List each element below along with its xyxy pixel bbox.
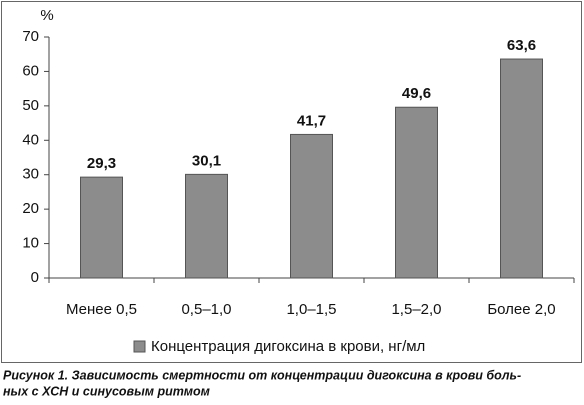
x-tick-label: 1,0–1,5 bbox=[286, 301, 336, 318]
y-tick-label: 40 bbox=[22, 131, 39, 148]
bar bbox=[500, 58, 543, 279]
y-tick-label: 20 bbox=[22, 200, 39, 217]
value-label: 30,1 bbox=[192, 152, 221, 169]
x-tick-label: 1,5–2,0 bbox=[391, 301, 441, 318]
value-label: 41,7 bbox=[297, 112, 326, 129]
caption-line: ных с ХСН и синусовым ритмом bbox=[3, 384, 210, 398]
y-tick-label: 30 bbox=[22, 166, 39, 183]
x-tick-label: Менее 0,5 bbox=[66, 301, 137, 318]
y-tick-label: 0 bbox=[31, 269, 39, 286]
caption-line: Рисунок 1. Зависимость смертности от кон… bbox=[3, 368, 521, 382]
y-axis-label: % bbox=[40, 7, 53, 24]
y-tick-label: 60 bbox=[22, 62, 39, 79]
bar bbox=[185, 173, 228, 279]
legend-label: Концентрация дигоксина в крови, нг/мл bbox=[151, 338, 425, 355]
value-label: 49,6 bbox=[402, 85, 431, 102]
y-tick-label: 70 bbox=[22, 28, 39, 45]
legend-swatch bbox=[133, 340, 146, 353]
y-tick-label: 10 bbox=[22, 235, 39, 252]
x-tick-label: 0,5–1,0 bbox=[181, 301, 231, 318]
bar bbox=[395, 106, 438, 279]
x-tick-label: Более 2,0 bbox=[487, 301, 555, 318]
y-tick-label: 50 bbox=[22, 97, 39, 114]
value-label: 29,3 bbox=[87, 155, 116, 172]
bar bbox=[290, 133, 333, 279]
value-label: 63,6 bbox=[507, 37, 536, 54]
bar bbox=[80, 176, 123, 279]
